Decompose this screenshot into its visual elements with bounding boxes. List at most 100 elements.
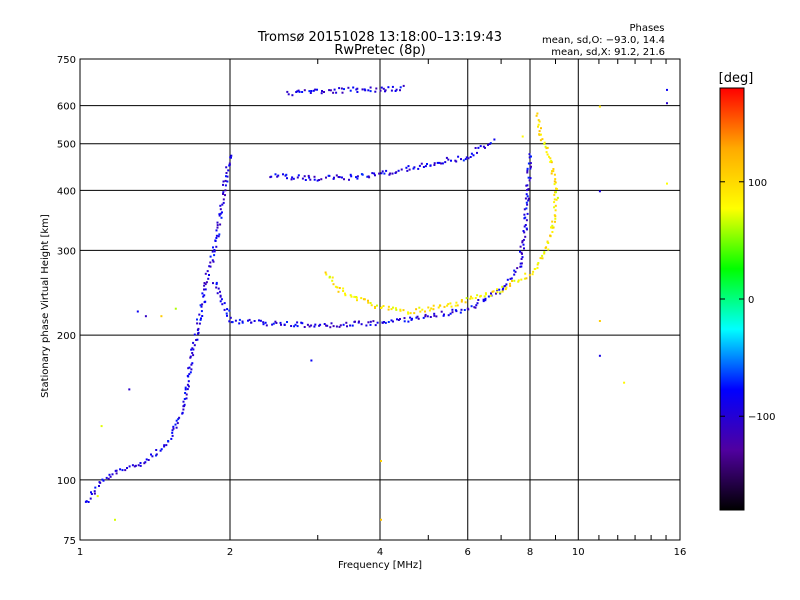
echo-point xyxy=(598,190,601,193)
echo-point xyxy=(523,208,526,211)
echo-point xyxy=(136,310,139,313)
echo-point xyxy=(185,393,188,396)
echo-point xyxy=(528,274,531,277)
echo-point xyxy=(442,314,445,317)
echo-point xyxy=(399,89,401,92)
echo-point xyxy=(537,119,540,122)
echo-point xyxy=(250,321,253,324)
echo-point xyxy=(384,89,387,92)
echo-point xyxy=(304,179,307,181)
echo-point xyxy=(190,363,193,366)
echo-point xyxy=(460,299,463,301)
echo-point xyxy=(460,300,463,303)
echo-point xyxy=(98,481,101,484)
echo-point xyxy=(226,308,229,311)
echo-point xyxy=(530,165,532,168)
echo-point xyxy=(527,197,530,200)
echo-point xyxy=(371,172,374,175)
echo-point xyxy=(538,130,541,133)
echo-point xyxy=(556,196,559,199)
echo-point xyxy=(213,250,216,253)
scattered-echoes xyxy=(96,88,668,521)
echo-point xyxy=(184,388,187,391)
echo-point xyxy=(509,284,512,287)
echo-point xyxy=(332,91,335,94)
echo-point xyxy=(550,161,553,164)
echo-point xyxy=(327,174,330,177)
echo-point xyxy=(271,323,274,326)
echo-point xyxy=(420,162,423,165)
echo-point xyxy=(296,325,299,328)
echo-point xyxy=(187,367,190,370)
echo-point xyxy=(215,245,218,248)
echo-point xyxy=(395,88,398,91)
echo-point xyxy=(89,497,92,500)
echo-point xyxy=(399,309,402,312)
echo-point xyxy=(114,518,116,521)
echo-point xyxy=(496,288,498,291)
echo-point xyxy=(219,204,222,207)
echo-point xyxy=(308,176,311,179)
echo-point xyxy=(291,94,294,97)
echo-point xyxy=(467,308,470,311)
echo-point xyxy=(208,274,210,276)
echo-point xyxy=(553,173,556,176)
echo-point xyxy=(229,156,232,159)
echo-point xyxy=(218,233,221,236)
echo-point xyxy=(295,91,298,93)
echo-point xyxy=(196,322,199,325)
echo-point xyxy=(341,91,344,94)
x-tick-label: 1 xyxy=(77,547,83,558)
echo-point xyxy=(318,179,321,181)
echo-point xyxy=(183,398,186,400)
echo-point xyxy=(455,310,458,313)
echo-point xyxy=(190,368,193,371)
echo-point xyxy=(549,157,552,160)
echo-point xyxy=(472,154,475,157)
echo-point xyxy=(220,216,223,219)
echo-point xyxy=(429,164,432,167)
echo-point xyxy=(534,268,537,270)
echo-point xyxy=(167,440,170,442)
echo-point xyxy=(191,352,194,354)
echo-point xyxy=(374,90,377,93)
echo-point xyxy=(415,316,418,319)
echo-point xyxy=(363,298,366,301)
echo-point xyxy=(471,297,474,300)
echo-point xyxy=(395,171,398,174)
echo-point xyxy=(523,231,526,234)
echo-point xyxy=(666,182,668,185)
echo-point xyxy=(321,90,323,92)
echo-point xyxy=(306,323,309,326)
echo-point xyxy=(353,295,356,298)
echo-point xyxy=(203,294,206,297)
colorbar-tick-label: 100 xyxy=(748,178,767,189)
echo-point xyxy=(286,321,288,323)
echo-point xyxy=(526,167,529,170)
series-x-mode-yellow- xyxy=(324,112,559,315)
echo-point xyxy=(380,460,382,462)
echo-point xyxy=(217,287,220,290)
echo-point xyxy=(262,323,265,326)
echo-point xyxy=(443,305,446,308)
echo-point xyxy=(222,180,225,183)
echo-point xyxy=(407,165,410,168)
echo-point xyxy=(474,147,477,149)
echo-point xyxy=(208,265,211,268)
echo-point xyxy=(224,179,227,182)
echo-point xyxy=(422,166,425,168)
echo-point xyxy=(361,88,364,91)
echo-point xyxy=(409,316,412,319)
echo-point xyxy=(449,302,452,305)
echo-point xyxy=(543,251,546,254)
echo-point xyxy=(413,312,416,315)
echo-point xyxy=(532,270,535,273)
echo-point xyxy=(537,123,540,126)
echo-point xyxy=(555,198,558,201)
echo-point xyxy=(356,91,359,93)
echo-point xyxy=(374,324,377,327)
echo-point xyxy=(193,344,196,347)
echo-point xyxy=(524,216,527,219)
echo-point xyxy=(349,324,352,327)
echo-point xyxy=(402,84,405,87)
